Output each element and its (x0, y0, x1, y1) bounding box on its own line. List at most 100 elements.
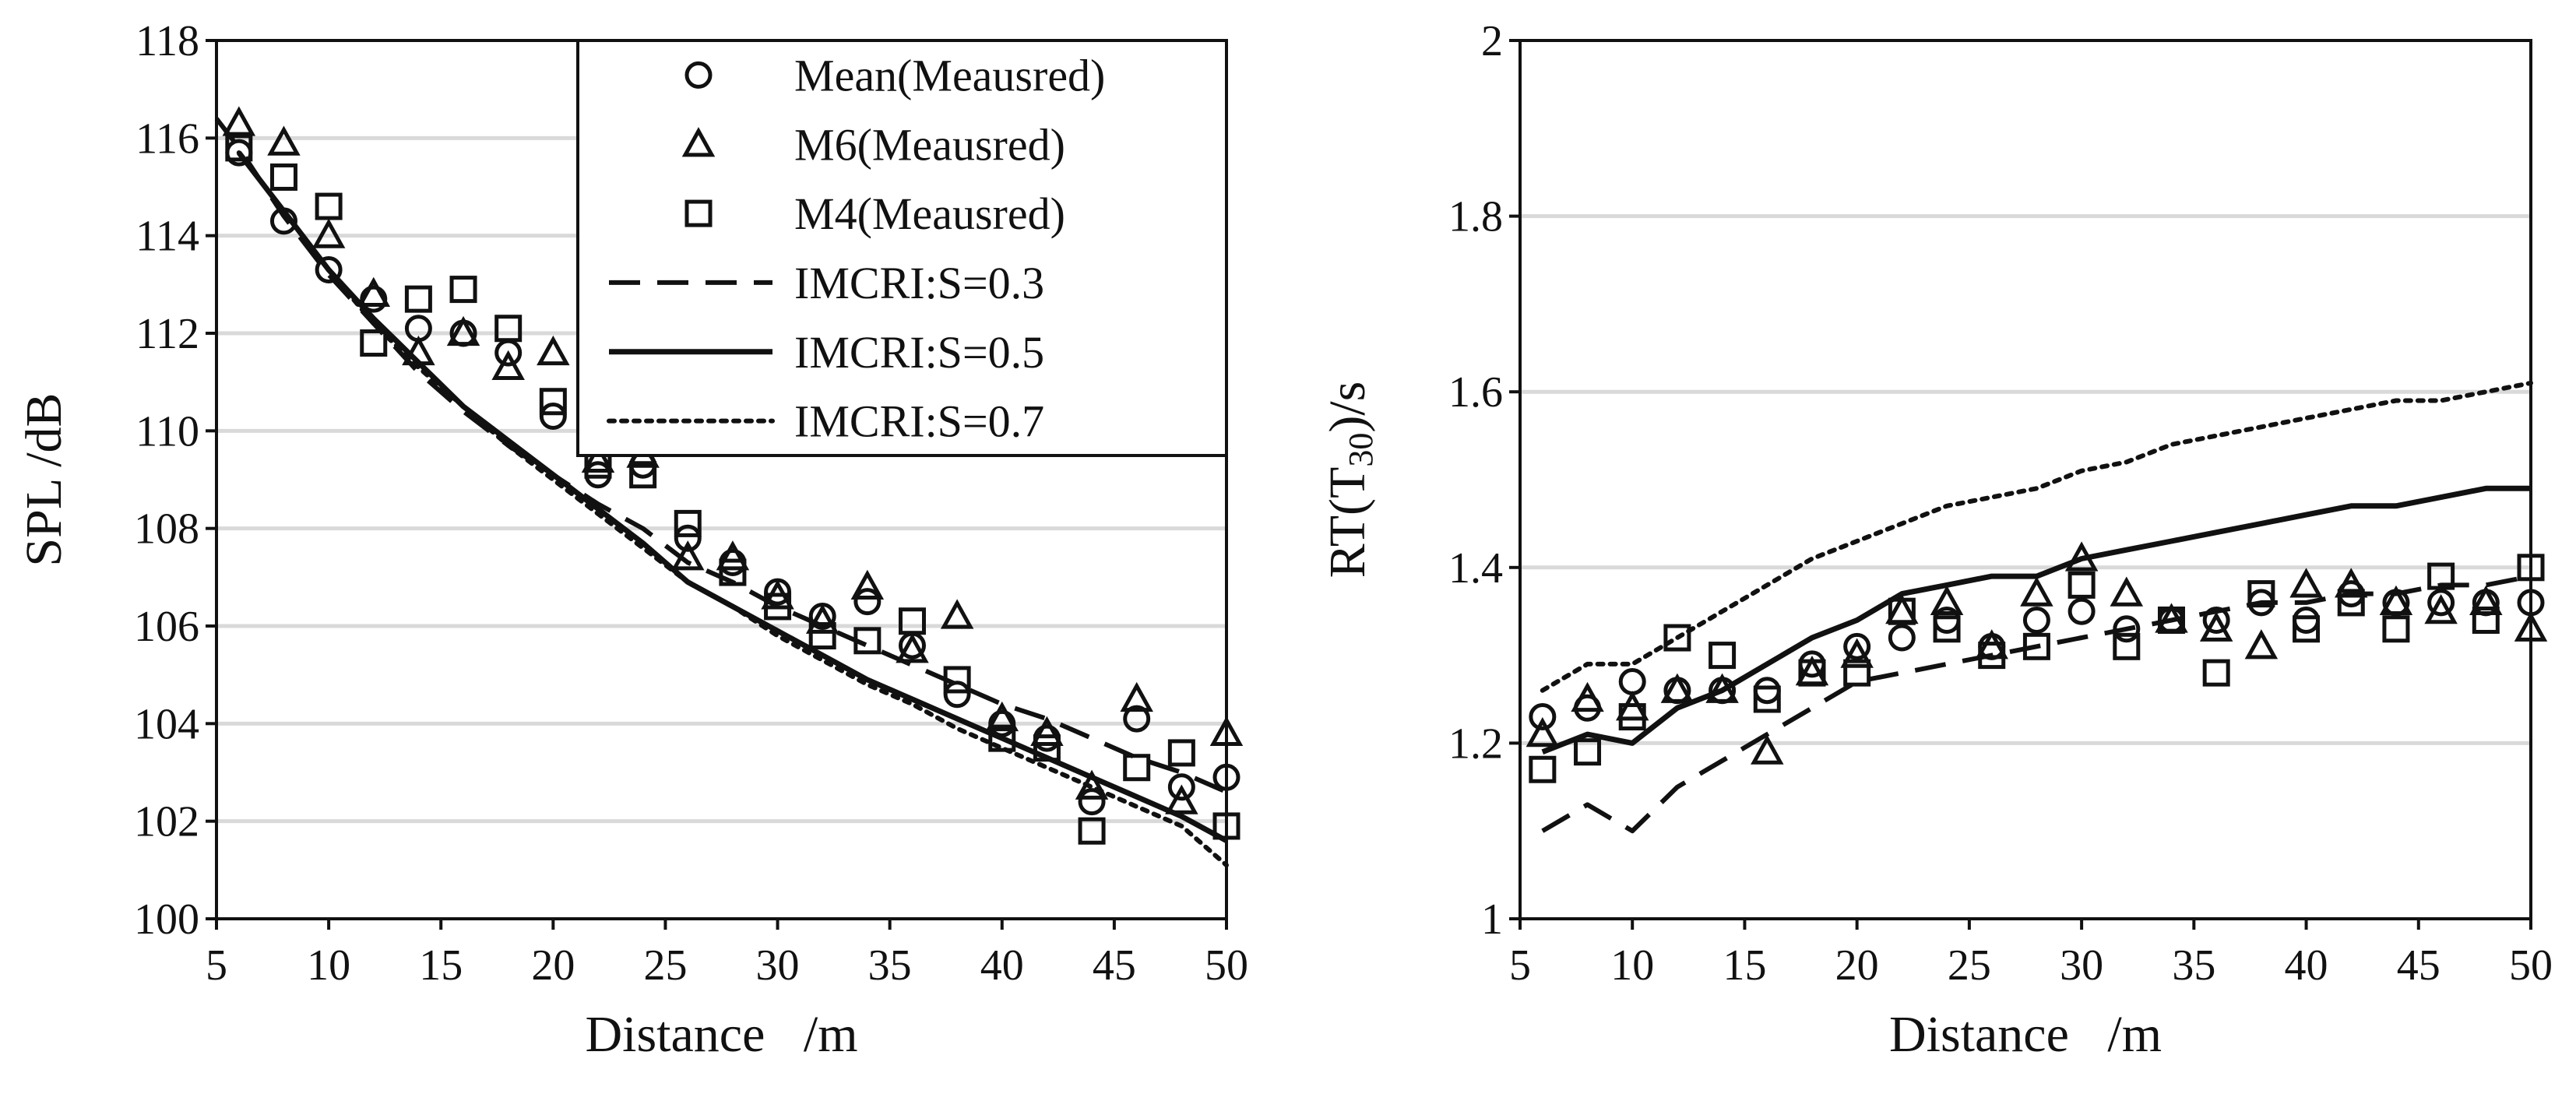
data-point-mean-meausred (943, 681, 971, 709)
y-tick-label: 118 (135, 17, 199, 65)
data-point-mean-meausred (539, 403, 567, 431)
legend-label-mean-meausred: Mean(Meausred) (794, 50, 1105, 100)
y-tick-label: 1.8 (1448, 193, 1503, 241)
legend-marker-m4-meausred (684, 199, 713, 227)
y-tick-label: 100 (134, 895, 199, 944)
data-point-m4-meausred (764, 593, 792, 621)
data-point-m4-meausred (1798, 659, 1826, 687)
spl-chart: 100 102 104 106 108 110 112 114 116 118 5 10 15 20 25 3… (16, 17, 1248, 1063)
data-point-m4-meausred (898, 607, 926, 635)
series-line-imcri-s-0-7 (236, 150, 1229, 868)
y-tick-label: 112 (135, 310, 199, 358)
data-point-m6-meausred (2424, 594, 2458, 624)
data-point-m4-meausred (449, 276, 477, 304)
data-point-mean-meausred (1529, 703, 1557, 731)
data-point-m6-meausred (537, 335, 570, 366)
y-tick-label: 1.6 (1448, 368, 1503, 417)
data-point-m6-meausred (222, 106, 256, 136)
data-point-m6-meausred (2469, 585, 2503, 616)
data-point-m6-meausred (1751, 734, 1784, 765)
data-point-m4-meausred (2113, 632, 2141, 660)
x-tick-label: 30 (2060, 941, 2103, 990)
data-point-m4-meausred (2472, 606, 2500, 634)
data-point-m6-meausred (985, 701, 1019, 732)
legend-label-m6-meausred: M6(Meausred) (794, 119, 1065, 170)
data-point-m4-meausred (2427, 562, 2455, 590)
data-point-m6-meausred (267, 125, 301, 156)
x-tick-label: 30 (756, 941, 800, 990)
data-point-m6-meausred (1120, 681, 1153, 712)
data-point-m6-meausred (2199, 611, 2233, 642)
data-point-m6-meausred (2020, 576, 2053, 607)
data-point-m6-meausred (1030, 716, 1064, 746)
data-point-m6-meausred (805, 603, 839, 634)
data-point-mean-meausred (2427, 589, 2455, 617)
data-point-m4-meausred (539, 388, 567, 416)
data-point-mean-meausred (2022, 606, 2050, 634)
data-point-m6-meausred (1526, 716, 1560, 747)
data-point-m4-meausred (2247, 580, 2275, 608)
y-tick-label: 116 (135, 114, 199, 163)
data-point-m4-meausred (1933, 615, 1961, 643)
data-point-m4-meausred (1753, 685, 1781, 713)
y-axis-label-prefix: RT(T (1319, 467, 1376, 579)
data-point-m4-meausred (360, 329, 388, 357)
data-point-mean-meausred (1123, 705, 1151, 733)
x-tick-label: 35 (2172, 941, 2215, 990)
y-axis-label-suffix: )/s (1319, 382, 1376, 433)
x-tick-label: 25 (1948, 941, 1991, 990)
data-point-m4-meausred (1709, 642, 1737, 670)
data-point-m4-meausred (2382, 615, 2410, 643)
data-point-m4-meausred (2337, 589, 2365, 617)
data-point-m4-meausred (404, 285, 432, 313)
legend-label-imcri-s-0-5: IMCRI:S=0.5 (794, 327, 1044, 378)
legend-label-m4-meausred: M4(Meausred) (794, 188, 1065, 239)
data-point-m6-meausred (1660, 673, 1694, 703)
data-point-m4-meausred (2202, 659, 2230, 687)
data-point-m4-meausred (988, 724, 1016, 752)
data-point-m6-meausred (311, 218, 346, 248)
data-point-m6-meausred (1840, 638, 1874, 668)
data-point-m6-meausred (2110, 576, 2144, 607)
x-tick-label: 50 (2509, 941, 2553, 990)
legend-marker-m6-meausred (681, 127, 716, 157)
x-tick-label: 20 (531, 941, 575, 990)
data-point-m4-meausred (674, 509, 702, 537)
data-point-m4-meausred (1529, 755, 1557, 783)
x-tick-label: 25 (643, 941, 687, 990)
data-point-m4-meausred (2293, 615, 2321, 643)
series-line-imcri-s-0-5 (1541, 485, 2531, 754)
y-tick-label: 110 (135, 407, 199, 456)
data-point-mean-meausred (1618, 667, 1646, 695)
x-tick-label: 20 (1835, 941, 1879, 990)
x-tick-label: 40 (2285, 941, 2328, 990)
data-point-m4-meausred (1618, 703, 1646, 731)
data-point-m4-meausred (1663, 624, 1691, 652)
data-point-m4-meausred (808, 622, 836, 650)
x-axis-label: Distance /m (585, 1006, 857, 1063)
data-point-m4-meausred (1123, 754, 1151, 782)
data-point-m4-meausred (1888, 597, 1916, 625)
y-tick-label: 1 (1481, 895, 1503, 944)
data-point-m6-meausred (896, 633, 929, 663)
y-tick-label: 104 (134, 700, 199, 748)
y-tick-label: 1.4 (1448, 544, 1503, 593)
data-point-m6-meausred (1930, 585, 1964, 616)
y-tick-label: 108 (134, 505, 199, 554)
data-point-m6-meausred (716, 540, 750, 571)
x-tick-label: 5 (1509, 941, 1531, 990)
data-point-mean-meausred (1167, 773, 1195, 801)
data-point-m6-meausred (357, 276, 391, 307)
data-point-m4-meausred (1167, 739, 1195, 767)
series-line-imcri-s-0-3 (1541, 574, 2532, 834)
x-tick-label: 50 (1205, 941, 1248, 990)
x-tick-label: 10 (1610, 941, 1654, 990)
data-point-mean-meausred (2202, 606, 2230, 634)
data-point-m6-meausred (2379, 585, 2413, 616)
data-point-mean-meausred (1753, 677, 1781, 705)
data-point-mean-meausred (315, 256, 343, 284)
x-tick-label: 45 (1093, 941, 1136, 990)
x-tick-label: 35 (868, 941, 912, 990)
x-tick-label: 15 (419, 941, 463, 990)
data-point-m6-meausred (850, 569, 885, 600)
